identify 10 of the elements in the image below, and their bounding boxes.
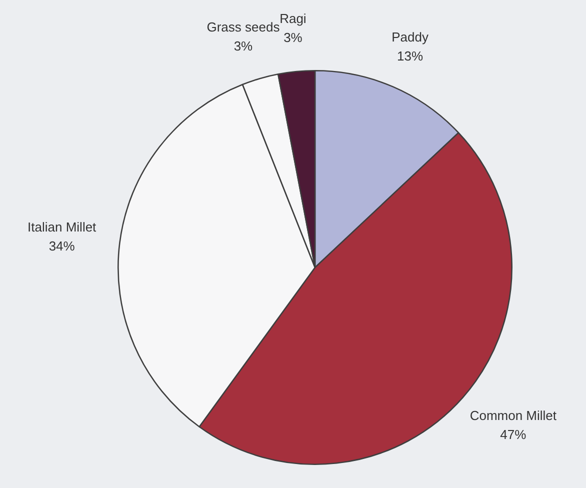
slice-label: Grass seeds [206, 19, 280, 34]
data-label: 3% [234, 38, 254, 54]
data-label: 13% [397, 48, 424, 64]
slice-label: Italian Millet [28, 220, 97, 235]
slice-label: Common Millet [470, 408, 557, 424]
data-label: 3% [284, 30, 303, 45]
data-label: 47% [500, 427, 527, 442]
slice-label: Ragi [280, 10, 306, 26]
slice-label: Paddy [392, 29, 429, 44]
data-label: 34% [48, 238, 76, 254]
